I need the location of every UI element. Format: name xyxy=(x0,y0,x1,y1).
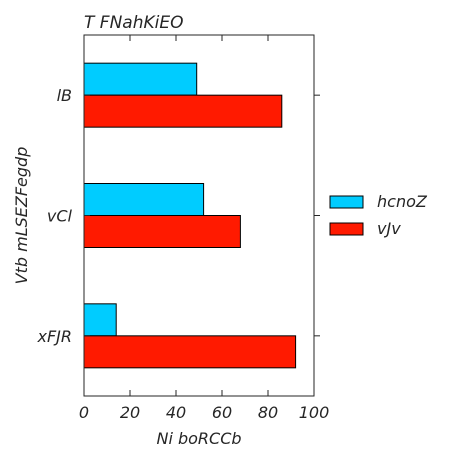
y-axis-ticks: lB vCl xFJR xyxy=(36,86,320,346)
x-tick-label: 20 xyxy=(120,403,140,422)
bar-hcnoZ-lB xyxy=(83,62,198,96)
x-tick-label: 40 xyxy=(166,403,186,422)
bar-hcnoZ-xFJR xyxy=(83,303,117,337)
bars-group xyxy=(83,62,297,369)
x-tick-label: 100 xyxy=(299,403,330,422)
legend: hcnoZ vJv xyxy=(329,192,428,238)
legend-label-hcnoZ: hcnoZ xyxy=(377,192,428,211)
legend-swatch-hcnoZ xyxy=(329,195,364,209)
bar-hcnoZ-vCl xyxy=(83,183,205,216)
y-tick-label: xFJR xyxy=(36,327,72,346)
x-axis-label: Ni boRCCb xyxy=(156,429,241,448)
y-axis-label: Vtb mLSEZFegdp xyxy=(12,147,31,285)
x-tick-label: 0 xyxy=(79,403,89,422)
legend-swatch-vJv xyxy=(329,222,364,236)
x-tick-label: 80 xyxy=(258,403,278,422)
x-tick-label: 60 xyxy=(212,403,232,422)
legend-label-vJv: vJv xyxy=(377,219,401,238)
chart-title: T FNahKiEO xyxy=(84,13,183,33)
bar-vJv-xFJR xyxy=(83,335,297,369)
y-tick-label: lB xyxy=(57,86,72,105)
x-axis-ticks: 0 20 40 60 80 100 xyxy=(79,35,329,422)
bar-vJv-vCl xyxy=(83,215,241,248)
y-tick-label: vCl xyxy=(47,207,73,226)
bar-vJv-lB xyxy=(83,94,283,128)
